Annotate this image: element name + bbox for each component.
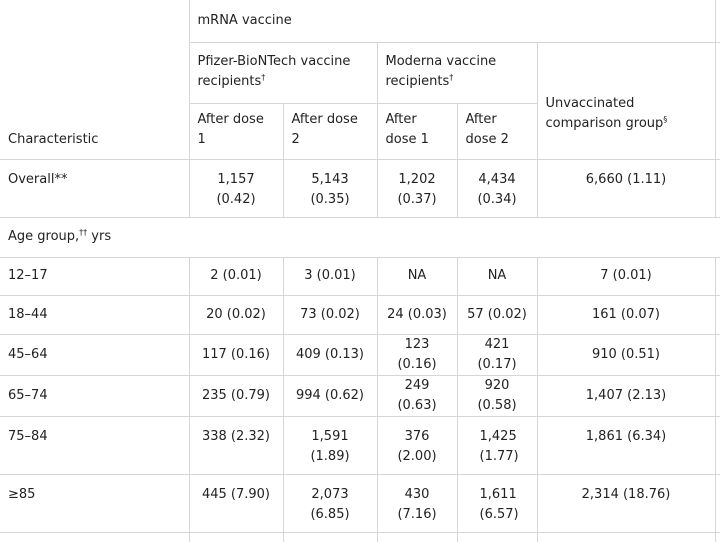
trailing-cell [189, 532, 284, 542]
cell-moderna-dose2: 1,611 (6.57) [457, 474, 538, 533]
edge-cell [715, 295, 720, 335]
cell-moderna-dose1: 1,202 (0.37) [377, 159, 458, 218]
cell-pfizer-dose2: 3 (0.01) [283, 257, 378, 296]
cell-moderna-dose1: 24 (0.03) [377, 295, 458, 335]
table-row: 45–64 117 (0.16) 409 (0.13) 123 (0.16) 4… [0, 334, 720, 376]
row-label: 75–84 [0, 416, 190, 475]
cell-unvaccinated: 1,861 (6.34) [537, 416, 716, 475]
cell-pfizer-dose2: 5,143 (0.35) [283, 159, 378, 218]
row-label: ≥85 [0, 474, 190, 533]
characteristic-header: Characteristic [0, 103, 190, 160]
row-label: 45–64 [0, 334, 190, 376]
mrna-vaccine-header: mRNA vaccine [189, 0, 715, 43]
edge-cell [715, 416, 720, 475]
cell-moderna-dose2: 4,434 (0.34) [457, 159, 538, 218]
header-empty-cell [0, 42, 190, 103]
edge-cell [715, 103, 720, 160]
moderna-dose1-header: After dose 1 [377, 103, 458, 160]
edge-cell [715, 257, 720, 296]
cell-pfizer-dose1: 117 (0.16) [189, 334, 284, 376]
table-row: 18–44 20 (0.02) 73 (0.02) 24 (0.03) 57 (… [0, 295, 720, 335]
unvaccinated-label: Unvaccinated comparison group [545, 95, 664, 131]
pfizer-dose1-header: After dose 1 [189, 103, 284, 160]
cell-moderna-dose1: NA [377, 257, 458, 296]
section-row-age-group: Age group,†† yrs [0, 217, 720, 258]
table-row: 75–84 338 (2.32) 1,591 (1.89) 376 (2.00)… [0, 416, 720, 475]
cell-moderna-dose1: 430 (7.16) [377, 474, 458, 533]
cell-unvaccinated: 910 (0.51) [537, 334, 716, 376]
pfizer-header: Pfizer-BioNTech vaccine recipients† [189, 42, 378, 104]
cell-moderna-dose2: 57 (0.02) [457, 295, 538, 335]
age-group-heading: Age group,†† yrs [0, 217, 720, 258]
edge-cell [715, 375, 720, 417]
pfizer-dose2-header: After dose 2 [283, 103, 378, 160]
trailing-cell [283, 532, 378, 542]
cell-moderna-dose1: 376 (2.00) [377, 416, 458, 475]
pfizer-label: Pfizer-BioNTech vaccine recipients [197, 53, 351, 89]
cell-pfizer-dose1: 2 (0.01) [189, 257, 284, 296]
pfizer-footnote-mark: † [261, 72, 266, 82]
age-footnote-mark: †† [79, 228, 88, 237]
moderna-header: Moderna vaccine recipients† [377, 42, 538, 104]
cell-pfizer-dose2: 1,591 (1.89) [283, 416, 378, 475]
table-row: 12–17 2 (0.01) 3 (0.01) NA NA 7 (0.01) [0, 257, 720, 296]
edge-cell [714, 0, 720, 43]
mrna-vaccine-label: mRNA vaccine [197, 12, 292, 28]
cell-pfizer-dose1: 235 (0.79) [189, 375, 284, 417]
trailing-cell [537, 532, 716, 542]
edge-cell [715, 474, 720, 533]
cell-pfizer-dose2: 994 (0.62) [283, 375, 378, 417]
cell-unvaccinated: 2,314 (18.76) [537, 474, 716, 533]
cell-moderna-dose2: 1,425 (1.77) [457, 416, 538, 475]
cell-pfizer-dose1: 445 (7.90) [189, 474, 284, 533]
cell-unvaccinated: 161 (0.07) [537, 295, 716, 335]
cell-moderna-dose2: 920 (0.58) [457, 375, 538, 417]
moderna-label: Moderna vaccine recipients [385, 53, 497, 89]
edge-cell [715, 42, 720, 103]
cell-unvaccinated: 7 (0.01) [537, 257, 716, 296]
cell-unvaccinated: 1,407 (2.13) [537, 375, 716, 417]
table-row: ≥85 445 (7.90) 2,073 (6.85) 430 (7.16) 1… [0, 474, 720, 533]
header-empty-cell [0, 0, 190, 42]
row-label: 18–44 [0, 295, 190, 335]
edge-cell [715, 159, 720, 218]
trailing-cell [715, 532, 720, 542]
edge-cell [715, 334, 720, 376]
table-row-trailing [0, 532, 720, 542]
cell-pfizer-dose1: 20 (0.02) [189, 295, 284, 335]
row-label: 65–74 [0, 375, 190, 417]
cell-pfizer-dose1: 338 (2.32) [189, 416, 284, 475]
cell-pfizer-dose1: 1,157 (0.42) [189, 159, 284, 218]
cell-pfizer-dose2: 73 (0.02) [283, 295, 378, 335]
trailing-cell [377, 532, 458, 542]
table-row-overall: Overall** 1,157 (0.42) 5,143 (0.35) 1,20… [0, 159, 720, 218]
unvaccinated-footnote-mark: § [663, 114, 668, 124]
cell-pfizer-dose2: 409 (0.13) [283, 334, 378, 376]
cell-moderna-dose2: NA [457, 257, 538, 296]
characteristic-label: Characteristic [8, 131, 99, 147]
cell-pfizer-dose2: 2,073 (6.85) [283, 474, 378, 533]
moderna-dose2-header: After dose 2 [457, 103, 538, 160]
cell-moderna-dose1: 249 (0.63) [377, 375, 458, 417]
trailing-cell [457, 532, 538, 542]
moderna-footnote-mark: † [449, 72, 454, 82]
cell-moderna-dose1: 123 (0.16) [377, 334, 458, 376]
table-row: 65–74 235 (0.79) 994 (0.62) 249 (0.63) 9… [0, 375, 720, 417]
unvaccinated-header: Unvaccinated comparison group§ [537, 42, 716, 160]
row-label: Overall** [0, 159, 190, 218]
trailing-cell [0, 532, 190, 542]
row-label: 12–17 [0, 257, 190, 296]
cell-moderna-dose2: 421 (0.17) [457, 334, 538, 376]
cell-unvaccinated: 6,660 (1.11) [537, 159, 716, 218]
